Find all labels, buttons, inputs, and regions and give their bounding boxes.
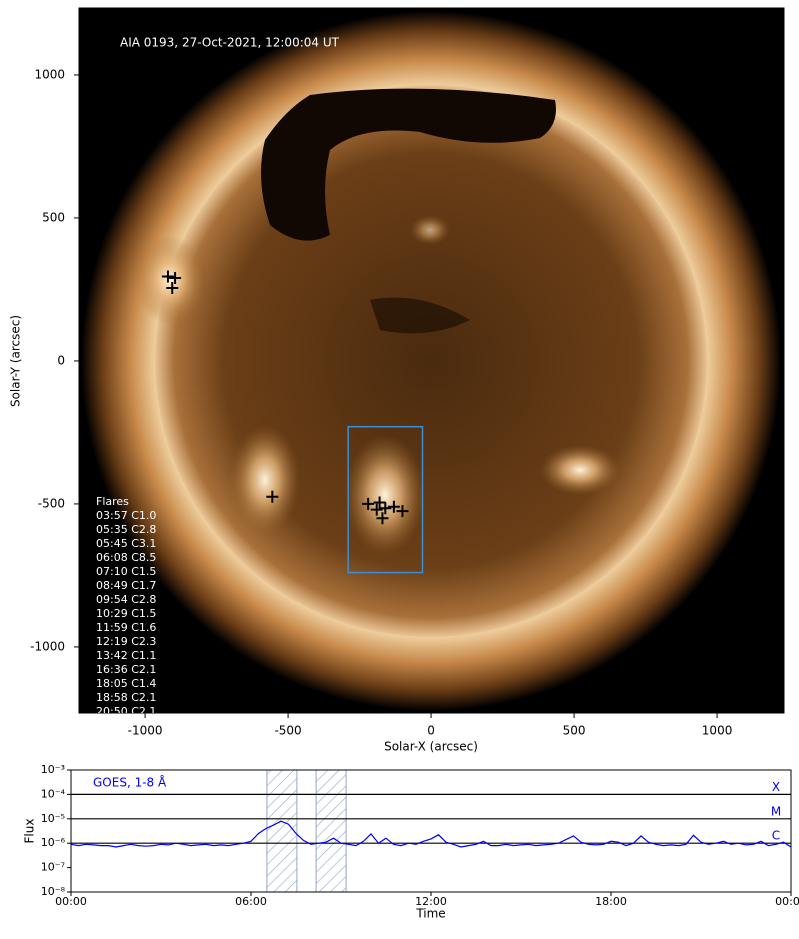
flare-entry: 03:57 C1.0 bbox=[96, 509, 156, 522]
flare-marker bbox=[396, 505, 409, 518]
y-tick-label: 10⁻⁵ bbox=[41, 812, 65, 825]
flare-list: 03:57 C1.005:35 C2.805:45 C3.106:08 C8.5… bbox=[96, 509, 156, 718]
x-tick-label: -1000 bbox=[128, 724, 163, 738]
flare-marker bbox=[379, 502, 392, 515]
flare-entry: 16:36 C2.1 bbox=[96, 663, 156, 676]
coronal-hole bbox=[261, 88, 556, 241]
x-tick-label: 12:00 bbox=[415, 895, 447, 908]
goes-plot bbox=[71, 770, 791, 892]
solar-image bbox=[79, 8, 784, 713]
flare-entry: 09:54 C2.8 bbox=[96, 593, 156, 606]
dark-region bbox=[370, 297, 470, 334]
flare-markers bbox=[161, 270, 409, 525]
y-tick-label: 10⁻⁷ bbox=[41, 861, 65, 874]
flare-marker bbox=[362, 497, 375, 510]
bright-point bbox=[410, 215, 450, 245]
flare-entry: 20:50 C2.1 bbox=[96, 705, 156, 718]
flare-entry: 18:58 C2.1 bbox=[96, 691, 156, 704]
axes: -1000 -500 0 500 1000 -1000 -500 0 500 1000 XMC 00:… bbox=[30, 67, 799, 908]
legend-title: Flares bbox=[96, 495, 129, 508]
flare-entry: 12:19 C2.3 bbox=[96, 635, 156, 648]
class-level-label: X bbox=[772, 780, 780, 794]
active-region bbox=[230, 425, 300, 535]
y-axis-label: Flux bbox=[23, 819, 37, 844]
region-box bbox=[347, 425, 424, 574]
class-level-label: M bbox=[771, 804, 781, 818]
y-tick-label: -500 bbox=[38, 496, 65, 510]
flare-entry: 08:49 C1.7 bbox=[96, 579, 156, 592]
x-axis-label: Solar-X (arcsec) bbox=[384, 740, 478, 754]
flare-marker bbox=[373, 496, 386, 509]
x-tick-label: 06:00 bbox=[235, 895, 267, 908]
solar-disk bbox=[155, 85, 707, 637]
x-tick-label: 0 bbox=[427, 724, 435, 738]
y-tick-label: 10⁻⁴ bbox=[41, 787, 66, 800]
flare-entry: 07:10 C1.5 bbox=[96, 565, 156, 578]
shaded-interval bbox=[315, 770, 347, 892]
y-axis-label: Solar-Y (arcsec) bbox=[9, 315, 23, 407]
active-region bbox=[540, 445, 620, 495]
flux-line bbox=[71, 820, 791, 848]
flare-marker bbox=[266, 490, 279, 503]
y-tick-label: 10⁻³ bbox=[41, 763, 65, 776]
class-level-label: C bbox=[772, 829, 780, 843]
x-tick-label: 00:00 bbox=[775, 895, 799, 908]
flare-entry: 13:42 C1.1 bbox=[96, 649, 156, 662]
x-tick-label: 00:00 bbox=[55, 895, 87, 908]
y-tick-label: 500 bbox=[42, 210, 65, 224]
y-tick-label: 10⁻⁸ bbox=[41, 885, 66, 898]
y-tick-label: 10⁻⁶ bbox=[41, 836, 66, 849]
flare-entry: 10:29 C1.5 bbox=[96, 607, 156, 620]
y-tick-label: -1000 bbox=[30, 639, 65, 653]
flare-marker bbox=[161, 270, 174, 283]
flare-marker bbox=[370, 503, 383, 516]
x-tick-label: 500 bbox=[563, 724, 586, 738]
flare-entry: 05:35 C2.8 bbox=[96, 523, 156, 536]
flare-entry: 05:45 C3.1 bbox=[96, 537, 156, 550]
flare-marker bbox=[387, 500, 400, 513]
flare-entry: 18:05 C1.4 bbox=[96, 677, 156, 690]
flare-marker bbox=[376, 512, 389, 525]
shaded-interval bbox=[266, 770, 298, 892]
flare-entry: 06:08 C8.5 bbox=[96, 551, 156, 564]
flare-marker bbox=[166, 281, 179, 294]
x-tick-label: -500 bbox=[274, 724, 301, 738]
active-region bbox=[345, 435, 425, 555]
y-tick-label: 1000 bbox=[34, 67, 65, 81]
flare-entry: 11:59 C1.6 bbox=[96, 621, 156, 634]
y-tick-label: 0 bbox=[57, 353, 65, 367]
goes-contents bbox=[71, 770, 791, 892]
image-title: AIA 0193, 27-Oct-2021, 12:00:04 UT bbox=[120, 36, 340, 50]
goes-title: GOES, 1-8 Å bbox=[93, 775, 167, 790]
x-axis-label: Time bbox=[415, 907, 445, 921]
flare-marker bbox=[169, 271, 182, 284]
active-region bbox=[135, 235, 205, 325]
x-tick-label: 18:00 bbox=[595, 895, 627, 908]
x-tick-label: 1000 bbox=[702, 724, 733, 738]
plot-background bbox=[71, 770, 791, 892]
